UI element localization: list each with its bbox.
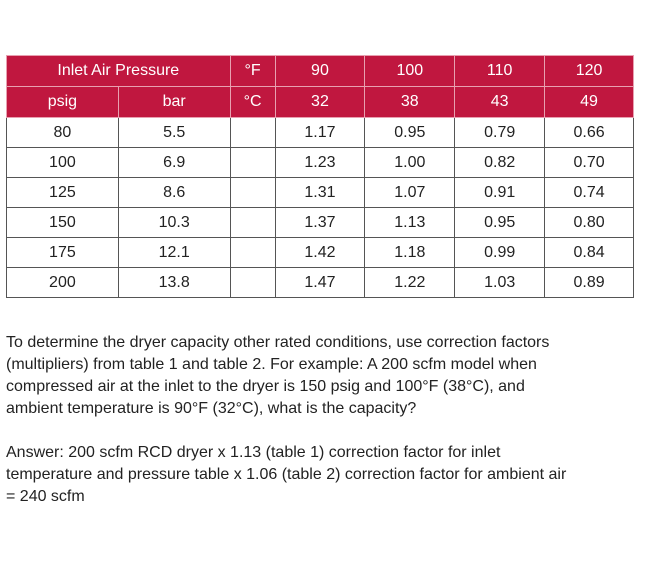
correction-table: Inlet Air Pressure °F 90 100 110 120 psig bar °C… bbox=[6, 55, 634, 298]
empty-cell bbox=[229, 177, 276, 208]
cell: 0.91 bbox=[454, 177, 546, 208]
header-cell: °F bbox=[229, 55, 276, 87]
header-cell: bar bbox=[117, 86, 231, 118]
header-cell: 90 bbox=[274, 55, 366, 87]
header-cell: 120 bbox=[544, 55, 634, 87]
cell: 0.89 bbox=[544, 267, 634, 298]
header-row: psig bar °C 32 38 43 49 bbox=[6, 86, 634, 118]
cell: 1.31 bbox=[274, 177, 366, 208]
header-cell: 43 bbox=[454, 86, 546, 118]
cell: 1.18 bbox=[364, 237, 456, 268]
empty-cell bbox=[229, 267, 276, 298]
header-cell: 49 bbox=[544, 86, 634, 118]
cell: 5.5 bbox=[117, 117, 231, 148]
cell: 1.13 bbox=[364, 207, 456, 238]
cell: 175 bbox=[6, 237, 119, 268]
data-row: 175 12.1 1.42 1.18 0.99 0.84 bbox=[6, 237, 634, 268]
cell: 0.66 bbox=[544, 117, 634, 148]
cell: 0.82 bbox=[454, 147, 546, 178]
cell: 6.9 bbox=[117, 147, 231, 178]
cell: 0.80 bbox=[544, 207, 634, 238]
data-row: 200 13.8 1.47 1.22 1.03 0.89 bbox=[6, 267, 634, 298]
header-cell: 110 bbox=[454, 55, 546, 87]
cell: 1.00 bbox=[364, 147, 456, 178]
cell: 125 bbox=[6, 177, 119, 208]
empty-cell bbox=[229, 147, 276, 178]
cell: 150 bbox=[6, 207, 119, 238]
cell: 0.95 bbox=[364, 117, 456, 148]
text-line: compressed air at the inlet to the dryer… bbox=[6, 378, 525, 395]
cell: 10.3 bbox=[117, 207, 231, 238]
cell: 1.42 bbox=[274, 237, 366, 268]
cell: 0.99 bbox=[454, 237, 546, 268]
header-cell: °C bbox=[229, 86, 276, 118]
paragraph: To determine the dryer capacity other ra… bbox=[6, 332, 566, 420]
header-cell: psig bbox=[6, 86, 119, 118]
cell: 0.70 bbox=[544, 147, 634, 178]
header-cell: 32 bbox=[274, 86, 366, 118]
text-line: To determine the dryer capacity other ra… bbox=[6, 334, 550, 351]
empty-cell bbox=[229, 207, 276, 238]
data-row: 150 10.3 1.37 1.13 0.95 0.80 bbox=[6, 207, 634, 238]
cell: 1.07 bbox=[364, 177, 456, 208]
text-line: = 240 scfm bbox=[6, 488, 85, 505]
empty-cell bbox=[229, 237, 276, 268]
header-row: Inlet Air Pressure °F 90 100 110 120 bbox=[6, 55, 634, 87]
header-cell: 38 bbox=[364, 86, 456, 118]
text-line: ambient temperature is 90°F (32°C), what… bbox=[6, 400, 417, 417]
cell: 1.47 bbox=[274, 267, 366, 298]
cell: 1.03 bbox=[454, 267, 546, 298]
header-cell: 100 bbox=[364, 55, 456, 87]
cell: 0.95 bbox=[454, 207, 546, 238]
cell: 1.17 bbox=[274, 117, 366, 148]
data-row: 80 5.5 1.17 0.95 0.79 0.66 bbox=[6, 117, 634, 148]
table-body: Inlet Air Pressure °F 90 100 110 120 psig bar °C… bbox=[6, 55, 634, 298]
paragraph: Answer: 200 scfm RCD dryer x 1.13 (table… bbox=[6, 442, 566, 508]
cell: 80 bbox=[6, 117, 119, 148]
data-row: 125 8.6 1.31 1.07 0.91 0.74 bbox=[6, 177, 634, 208]
data-row: 100 6.9 1.23 1.00 0.82 0.70 bbox=[6, 147, 634, 178]
text-line: temperature and pressure table x 1.06 (t… bbox=[6, 466, 567, 483]
cell: 0.79 bbox=[454, 117, 546, 148]
explanation: To determine the dryer capacity other ra… bbox=[6, 332, 566, 530]
header-cell: Inlet Air Pressure bbox=[6, 55, 231, 87]
cell: 1.37 bbox=[274, 207, 366, 238]
cell: 8.6 bbox=[117, 177, 231, 208]
empty-cell bbox=[229, 117, 276, 148]
cell: 200 bbox=[6, 267, 119, 298]
cell: 0.74 bbox=[544, 177, 634, 208]
cell: 0.84 bbox=[544, 237, 634, 268]
cell: 1.22 bbox=[364, 267, 456, 298]
text-line: (multipliers) from table 1 and table 2. … bbox=[6, 356, 537, 373]
cell: 1.23 bbox=[274, 147, 366, 178]
cell: 13.8 bbox=[117, 267, 231, 298]
cell: 100 bbox=[6, 147, 119, 178]
cell: 12.1 bbox=[117, 237, 231, 268]
text-line: Answer: 200 scfm RCD dryer x 1.13 (table… bbox=[6, 444, 501, 461]
